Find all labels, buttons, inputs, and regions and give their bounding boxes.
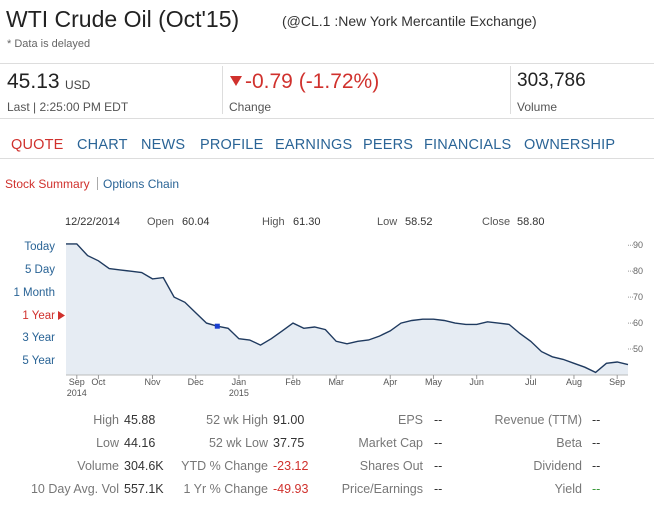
separator <box>510 66 511 114</box>
stat-label: 52 wk Low <box>208 436 268 450</box>
x-tick-label: Nov <box>144 377 161 387</box>
volume-label: Volume <box>517 100 558 114</box>
info-value: 60.04 <box>182 216 210 228</box>
stat-label: Revenue (TTM) <box>494 413 582 427</box>
stat-label: 1 Yr % Change <box>183 482 268 496</box>
x-tick-label: Mar <box>328 377 344 387</box>
y-tick-label: 80 <box>633 266 643 276</box>
tab[interactable]: OWNERSHIP <box>524 137 616 153</box>
last-label: Last | 2:25:00 PM EDT <box>7 100 129 114</box>
stat-value: 37.75 <box>273 436 305 450</box>
tab[interactable]: QUOTE <box>11 137 64 153</box>
y-tick-label: 50 <box>633 344 643 354</box>
title: WTI Crude Oil (Oct'15) <box>6 6 240 32</box>
tab[interactable]: FINANCIALS <box>424 137 512 153</box>
info-label: Low <box>377 216 398 228</box>
tab[interactable]: NEWS <box>141 137 186 153</box>
stat-value: 45.88 <box>124 413 156 427</box>
stat-value: -- <box>592 413 601 427</box>
stat-value: -49.93 <box>273 482 309 496</box>
stat-label: Dividend <box>533 459 582 473</box>
info-label: High <box>262 216 285 228</box>
tab[interactable]: PEERS <box>363 137 414 153</box>
hover-marker <box>214 323 220 329</box>
separator <box>222 66 223 114</box>
stat-value: -23.12 <box>273 459 309 473</box>
x-tick-label: Dec <box>188 377 205 387</box>
volume: 303,786 <box>517 70 586 91</box>
stat-label: Price/Earnings <box>341 482 423 496</box>
line <box>66 243 629 374</box>
subtab[interactable]: Options Chain <box>103 177 180 191</box>
x-tick-label: Aug <box>566 377 582 387</box>
x-tick-label: Apr <box>383 377 397 387</box>
stat-label: 10 Day Avg. Vol <box>30 482 119 496</box>
y-tick-label: 90 <box>633 240 643 250</box>
range-button[interactable]: Today <box>24 241 55 253</box>
info-date: 12/22/2014 <box>65 216 121 228</box>
separator <box>97 177 98 190</box>
stat-label: Shares Out <box>359 459 423 473</box>
range-arrow <box>58 311 65 320</box>
stat-value: -- <box>592 436 601 450</box>
stat-value: -- <box>434 482 443 496</box>
stat-label: High <box>93 413 119 427</box>
stat-value: 304.6K <box>124 459 164 473</box>
stat-value: -- <box>592 482 601 496</box>
x-tick-label: Jul <box>525 377 537 387</box>
info-value: 58.80 <box>517 216 545 228</box>
tab-line <box>0 158 654 159</box>
range-button[interactable]: 1 Year <box>22 310 55 322</box>
stat-value: -- <box>434 413 443 427</box>
range-button[interactable]: 5 Year <box>22 355 55 367</box>
x-tick-label: Jan <box>232 377 247 387</box>
range-button[interactable]: 3 Year <box>22 332 55 344</box>
area <box>66 243 628 375</box>
stat-label: Volume <box>77 459 119 473</box>
subtab[interactable]: Stock Summary <box>5 177 90 191</box>
range-button[interactable]: 5 Day <box>24 264 55 276</box>
x-tick-label: Jun <box>469 377 484 387</box>
tab[interactable]: EARNINGS <box>275 137 353 153</box>
info-value: 61.30 <box>293 216 321 228</box>
range-button[interactable]: 1 Month <box>13 287 55 299</box>
change-label: Change <box>229 100 272 114</box>
stat-label: Yield <box>554 482 582 496</box>
y-tick-label: 70 <box>633 292 643 302</box>
info-label: Open <box>147 216 174 228</box>
change: -0.79 (-1.72%) <box>245 70 380 93</box>
last-price: 45.13 <box>7 70 60 93</box>
stat-label: EPS <box>397 413 423 427</box>
subtitle: (@CL.1 :New York Mercantile Exchange) <box>282 13 537 29</box>
stat-value: -- <box>434 459 443 473</box>
stat-value: -- <box>434 436 443 450</box>
info-value: 58.52 <box>405 216 433 228</box>
stat-value: 91.00 <box>273 413 305 427</box>
stat-label: Beta <box>556 436 582 450</box>
y-tick-label: 60 <box>633 318 643 328</box>
quote-bar <box>0 63 654 119</box>
tab[interactable]: CHART <box>77 137 128 153</box>
x-tick-label: Sep <box>69 377 85 387</box>
info-label: Close <box>482 216 511 228</box>
stat-label: Market Cap <box>358 436 423 450</box>
tab[interactable]: PROFILE <box>200 137 264 153</box>
stat-value: 557.1K <box>124 482 164 496</box>
stat-label: Low <box>96 436 119 450</box>
down-arrow <box>230 76 242 86</box>
x-tick-label: Oct <box>91 377 106 387</box>
stat-label: YTD % Change <box>181 459 268 473</box>
x-year-label: 2015 <box>229 388 249 398</box>
stat-value: -- <box>592 459 601 473</box>
currency: USD <box>65 78 91 92</box>
x-tick-label: Sep <box>609 377 625 387</box>
x-tick-label: Feb <box>285 377 301 387</box>
stat-label: 52 wk High <box>206 413 268 427</box>
delay-note: * Data is delayed <box>7 38 91 50</box>
x-year-label: 2014 <box>67 388 87 398</box>
x-tick-label: May <box>425 377 443 387</box>
stat-value: 44.16 <box>124 436 156 450</box>
